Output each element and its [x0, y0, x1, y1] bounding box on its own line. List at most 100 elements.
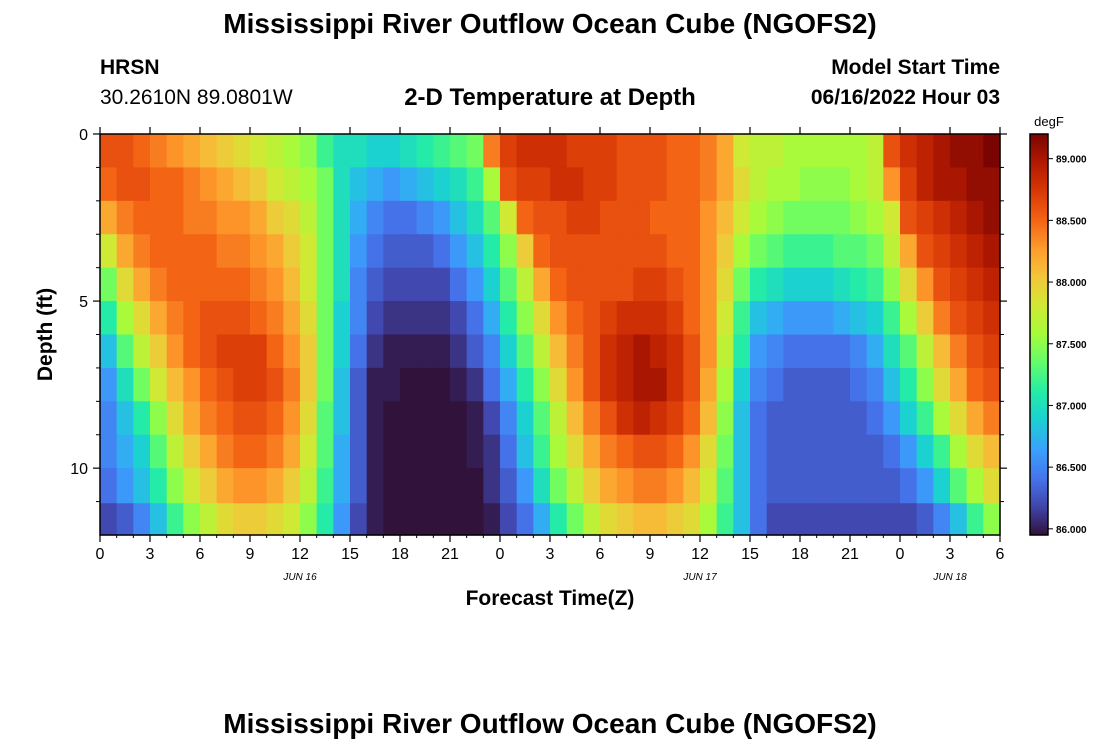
heatmap-cell: [516, 134, 534, 169]
heatmap-cell: [433, 503, 451, 536]
heatmap-cell: [966, 434, 984, 469]
heatmap-cell: [233, 267, 251, 302]
heatmap-cell: [316, 468, 334, 504]
heatmap-cell: [950, 468, 968, 504]
heatmap-cell: [600, 503, 618, 536]
heatmap-cell: [433, 434, 451, 469]
heatmap-cell: [283, 301, 301, 336]
heatmap-cell: [150, 200, 168, 235]
heatmap-cell: [216, 468, 234, 504]
heatmap-cell: [483, 401, 501, 436]
heatmap-cell: [500, 167, 518, 202]
heatmap-cell: [116, 167, 134, 202]
x-tick-label: 6: [996, 546, 1005, 563]
heatmap-cell: [700, 234, 718, 269]
heatmap-cell: [200, 301, 218, 336]
heatmap-cell: [183, 401, 201, 436]
heatmap-cell: [600, 134, 618, 169]
heatmap-cell: [266, 200, 284, 235]
colorbar-ticks: 86.000 86.500 87.000 87.500 88.000 88.500 89.0…: [1048, 155, 1087, 536]
heatmap-cell: [150, 367, 168, 402]
heatmap-cell: [633, 468, 651, 504]
heatmap-cell: [833, 267, 851, 302]
heatmap-cell: [800, 434, 818, 469]
date-label: JUN 16: [282, 572, 317, 583]
heatmap-cell: [116, 200, 134, 235]
heatmap-cell: [750, 434, 768, 469]
heatmap-cell: [716, 434, 734, 469]
station-coordinates: 30.2610N 89.0801W: [100, 86, 293, 109]
heatmap-cell: [733, 434, 751, 469]
heatmap-cell: [233, 301, 251, 336]
heatmap-cell: [866, 167, 884, 202]
heatmap-cell: [650, 334, 668, 369]
heatmap-cell: [983, 401, 1001, 436]
heatmap-cell: [266, 401, 284, 436]
heatmap-cell: [583, 234, 601, 269]
heatmap-cell: [250, 167, 268, 202]
heatmap-cell: [650, 167, 668, 202]
y-tick-label: 5: [79, 294, 88, 311]
x-tick-label: 6: [196, 546, 205, 563]
heatmap-cell: [633, 301, 651, 336]
heatmap-cell: [983, 234, 1001, 269]
heatmap-cell: [850, 334, 868, 369]
heatmap-cell: [166, 134, 184, 169]
heatmap-cell: [266, 468, 284, 504]
heatmap-cell: [100, 367, 118, 402]
heatmap-cell: [966, 167, 984, 202]
heatmap-cell: [816, 234, 834, 269]
heatmap-cell: [566, 367, 584, 402]
heatmap-cell: [866, 503, 884, 536]
heatmap-cell: [733, 167, 751, 202]
heatmap-cell: [300, 503, 318, 536]
heatmap-cell: [100, 434, 118, 469]
heatmap-cell: [550, 468, 568, 504]
heatmap-cell: [916, 334, 934, 369]
heatmap-cell: [950, 267, 968, 302]
heatmap-cell: [900, 267, 918, 302]
heatmap-cell: [750, 367, 768, 402]
x-tick-label: 21: [441, 546, 459, 563]
heatmap-cell: [816, 301, 834, 336]
heatmap-cell: [700, 301, 718, 336]
x-tick-label: 3: [546, 546, 555, 563]
heatmap-cell: [800, 401, 818, 436]
heatmap-cell: [216, 301, 234, 336]
heatmap-cell: [550, 334, 568, 369]
heatmap-cell: [900, 401, 918, 436]
heatmap-cell: [266, 434, 284, 469]
heatmap-cell: [583, 367, 601, 402]
heatmap-cell: [916, 167, 934, 202]
heatmap-cell: [966, 301, 984, 336]
heatmap-cell: [950, 234, 968, 269]
heatmap-cell: [650, 401, 668, 436]
heatmap-cell: [800, 234, 818, 269]
heatmap-cell: [216, 200, 234, 235]
heatmap-cell: [116, 401, 134, 436]
heatmap-cell: [133, 301, 151, 336]
x-axis-label: Forecast Time(Z): [466, 587, 635, 610]
heatmap-cell: [500, 200, 518, 235]
heatmap-cell: [250, 434, 268, 469]
x-tick-label: 12: [691, 546, 709, 563]
heatmap-cell: [283, 401, 301, 436]
heatmap-cell: [333, 367, 351, 402]
heatmap-cell: [916, 200, 934, 235]
colorbar-tick-label: 88.000: [1056, 278, 1087, 289]
heatmap-cell: [883, 167, 901, 202]
heatmap-cell: [633, 334, 651, 369]
heatmap-cell: [200, 367, 218, 402]
heatmap-cell: [716, 503, 734, 536]
heatmap-cell: [133, 401, 151, 436]
heatmap-cell: [516, 434, 534, 469]
heatmap-cell: [933, 468, 951, 504]
heatmap-cell: [550, 134, 568, 169]
heatmap-cell: [800, 334, 818, 369]
heatmap-cell: [350, 503, 368, 536]
heatmap-cell: [233, 167, 251, 202]
heatmap-cell: [800, 503, 818, 536]
heatmap-cell: [783, 301, 801, 336]
heatmap-cell: [616, 401, 634, 436]
heatmap-cell: [700, 267, 718, 302]
